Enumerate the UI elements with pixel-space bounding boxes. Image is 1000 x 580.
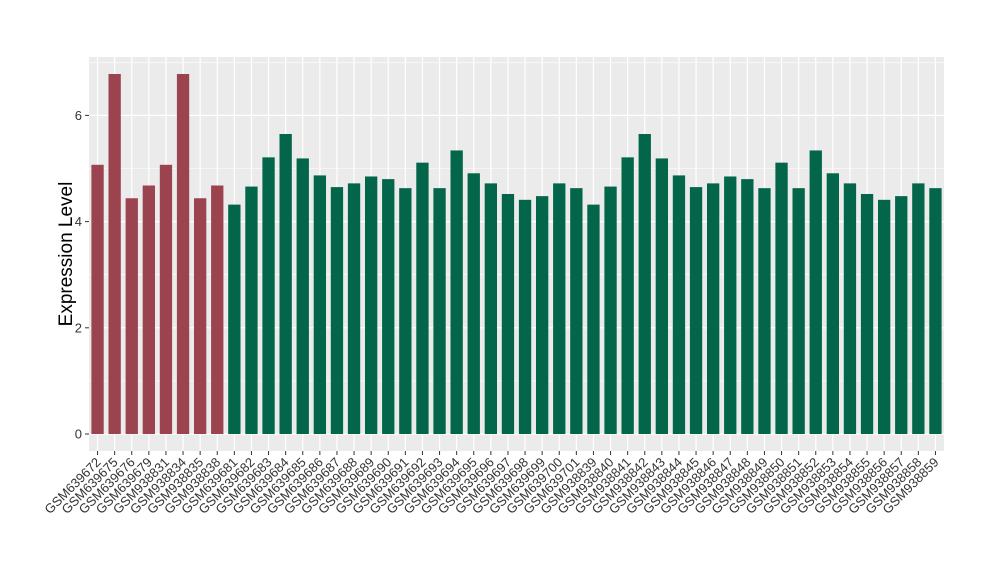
y-tick-label: 2 [75,320,82,335]
bar [108,73,121,435]
bars [91,73,942,435]
bar [159,164,173,435]
bar [433,188,446,435]
y-axis: 0 2 4 6 [75,108,89,442]
bar [501,193,515,435]
bar [364,176,378,435]
bar [877,199,891,435]
y-axis-title: Expression Level [56,182,77,327]
bar [706,183,720,435]
bar [262,157,275,435]
y-tick-label: 0 [75,427,82,442]
bar [535,196,549,435]
bar [330,187,344,435]
bar [211,185,224,435]
bar [245,186,258,435]
bar [775,162,788,435]
bar [826,173,840,435]
bar [912,183,925,435]
bar [228,204,241,435]
bar [125,198,138,435]
bar [758,188,771,435]
bar [724,176,737,435]
bar [792,188,805,435]
bar [142,185,156,435]
bar [741,179,754,435]
bar [176,73,190,435]
bar [193,198,207,435]
bar [467,173,480,435]
bar [621,157,634,435]
bar [91,164,104,435]
bar [279,133,292,435]
bar [347,183,361,435]
bar [313,175,327,435]
bar [484,183,498,435]
y-tick-label: 6 [75,108,82,123]
bar [382,179,395,435]
bar [570,188,583,435]
bar [860,193,874,435]
bar [929,188,942,435]
bar [638,133,651,435]
bar [518,199,532,435]
bar [655,158,669,435]
bar [553,183,566,435]
bar [450,150,463,435]
bar [399,188,412,435]
bar [604,186,617,435]
bar [843,183,857,435]
bar [296,158,309,435]
bar [809,150,822,435]
bar [689,187,703,435]
bar [587,204,600,435]
y-tick-label: 4 [75,214,82,229]
bar [672,175,686,435]
bar [416,162,429,435]
bar [895,196,908,435]
x-axis: GSM639672GSM639675GSM639676GSM639679GSM9… [41,451,942,517]
